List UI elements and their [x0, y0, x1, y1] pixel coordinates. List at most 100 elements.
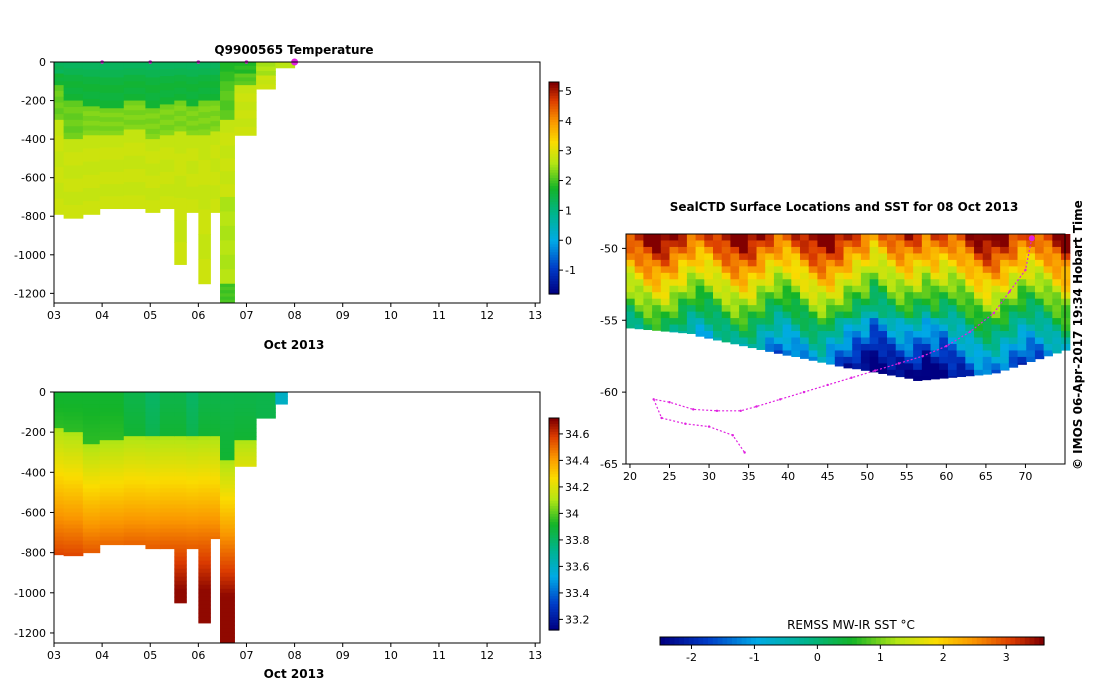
- sst-colorbar-swatch: [1024, 637, 1031, 645]
- temperature-profile-cell: [220, 211, 235, 227]
- salinity-profile-cell: [54, 444, 65, 449]
- sst-cell: [1034, 234, 1045, 242]
- salinity-profile-cell: [159, 400, 175, 405]
- sst-cell: [1017, 285, 1027, 293]
- sst-cell: [660, 253, 671, 261]
- sst-cell: [843, 350, 853, 358]
- salinity-profile-cell: [198, 452, 211, 457]
- salinity-profile-cell: [63, 404, 84, 409]
- salinity-colorbar-swatch: [549, 571, 559, 575]
- sst-cell: [652, 305, 662, 313]
- sst-cell: [991, 240, 1001, 248]
- salinity-profile-cell: [210, 528, 221, 534]
- sst-cell: [765, 331, 775, 339]
- salinity-profile-cell: [99, 400, 125, 405]
- sst-cell: [652, 318, 662, 326]
- salinity-profile-cell: [54, 504, 65, 509]
- salinity-colorbar-swatch: [549, 481, 559, 485]
- sst-cell: [904, 298, 914, 306]
- salinity-profile-cell: [99, 436, 125, 441]
- sst-cell: [1026, 305, 1036, 313]
- sst-cell: [721, 337, 732, 343]
- sst-cell: [939, 331, 949, 339]
- salinity-profile-cell: [220, 416, 235, 421]
- sst-cell: [730, 253, 740, 261]
- sst-cell: [1017, 324, 1027, 332]
- temperature-profile-cell: [174, 175, 187, 199]
- temperature-x-tick-label: 11: [432, 309, 446, 322]
- sst-cell: [704, 292, 714, 300]
- sst-cell: [974, 356, 984, 364]
- salinity-colorbar-swatch: [549, 473, 559, 477]
- sst-cell: [756, 311, 766, 319]
- sst-cell: [852, 356, 862, 364]
- sst-colorbar-swatch: [981, 637, 987, 645]
- temperature-colorbar-swatch: [549, 180, 559, 184]
- salinity-profile-cell: [220, 640, 235, 644]
- temperature-colorbar-swatch: [549, 238, 559, 242]
- sst-cell: [1043, 337, 1053, 345]
- salinity-profile-cell: [63, 520, 84, 526]
- sst-cell: [843, 324, 853, 332]
- sst-cell: [747, 292, 758, 300]
- salinity-profile-cell: [99, 540, 125, 546]
- salinity-profile-cell: [186, 440, 199, 445]
- sst-cell: [626, 311, 636, 319]
- sst-cell: [887, 324, 897, 332]
- seal-track-point: [850, 376, 853, 379]
- sst-cell: [686, 279, 697, 287]
- sst-colorbar-swatch: [904, 637, 911, 645]
- temperature-profile-cell: [99, 135, 125, 148]
- salinity-profile-cell: [123, 460, 146, 465]
- sst-cell: [913, 337, 923, 345]
- salinity-profile-cell: [54, 520, 65, 526]
- salinity-profile-cell: [63, 516, 84, 522]
- sst-cell: [939, 240, 949, 248]
- salinity-profile-cell: [54, 452, 65, 457]
- sst-cell: [626, 285, 636, 293]
- sst-cell: [782, 240, 792, 248]
- sst-cell: [947, 234, 958, 242]
- temperature-profile-cell: [174, 110, 187, 117]
- salinity-profile-cell: [54, 500, 65, 505]
- salinity-colorbar-swatch: [549, 537, 559, 541]
- sst-colorbar-swatch: [674, 637, 680, 645]
- sst-cell: [626, 298, 636, 306]
- sst-cell: [1034, 279, 1045, 287]
- temperature-profile-cell: [63, 68, 84, 76]
- salinity-profile-cell: [54, 456, 65, 461]
- sst-cell: [669, 298, 679, 306]
- sst-cell: [660, 246, 671, 255]
- sst-cell: [791, 266, 801, 274]
- temperature-profile-cell: [186, 199, 199, 213]
- temperature-x-tick-label: 05: [143, 309, 157, 322]
- salinity-profile-cell: [82, 540, 101, 546]
- temperature-colorbar-swatch: [549, 119, 559, 123]
- temperature-profile-cell: [159, 124, 175, 131]
- sst-colorbar-swatch: [746, 637, 752, 645]
- temperature-profile-cell: [145, 123, 161, 130]
- salinity-profile-cell: [174, 584, 187, 590]
- salinity-profile-cell: [220, 408, 235, 413]
- sst-cell: [791, 337, 801, 345]
- temperature-profile-cell: [123, 195, 146, 210]
- seal-track-point: [743, 451, 746, 454]
- sst-cell: [1000, 311, 1010, 319]
- sst-cell: [747, 259, 758, 267]
- sst-cell: [930, 253, 940, 261]
- sst-cell: [739, 311, 749, 319]
- sst-cell: [765, 246, 775, 255]
- sst-colorbar-swatch: [717, 637, 723, 645]
- salinity-profile-cell: [145, 408, 161, 413]
- salinity-colorbar-swatch: [549, 592, 559, 597]
- temperature-profile-cell: [174, 242, 187, 265]
- sst-cell: [982, 318, 993, 326]
- sst-cell: [904, 266, 914, 274]
- sst-cell: [947, 259, 958, 267]
- sst-cell: [878, 266, 888, 274]
- sst-cell: [991, 356, 1001, 364]
- seal-track-point: [652, 398, 655, 401]
- salinity-profile-cell: [159, 480, 175, 485]
- sst-cell: [800, 324, 810, 332]
- salinity-profile-cell: [220, 576, 235, 582]
